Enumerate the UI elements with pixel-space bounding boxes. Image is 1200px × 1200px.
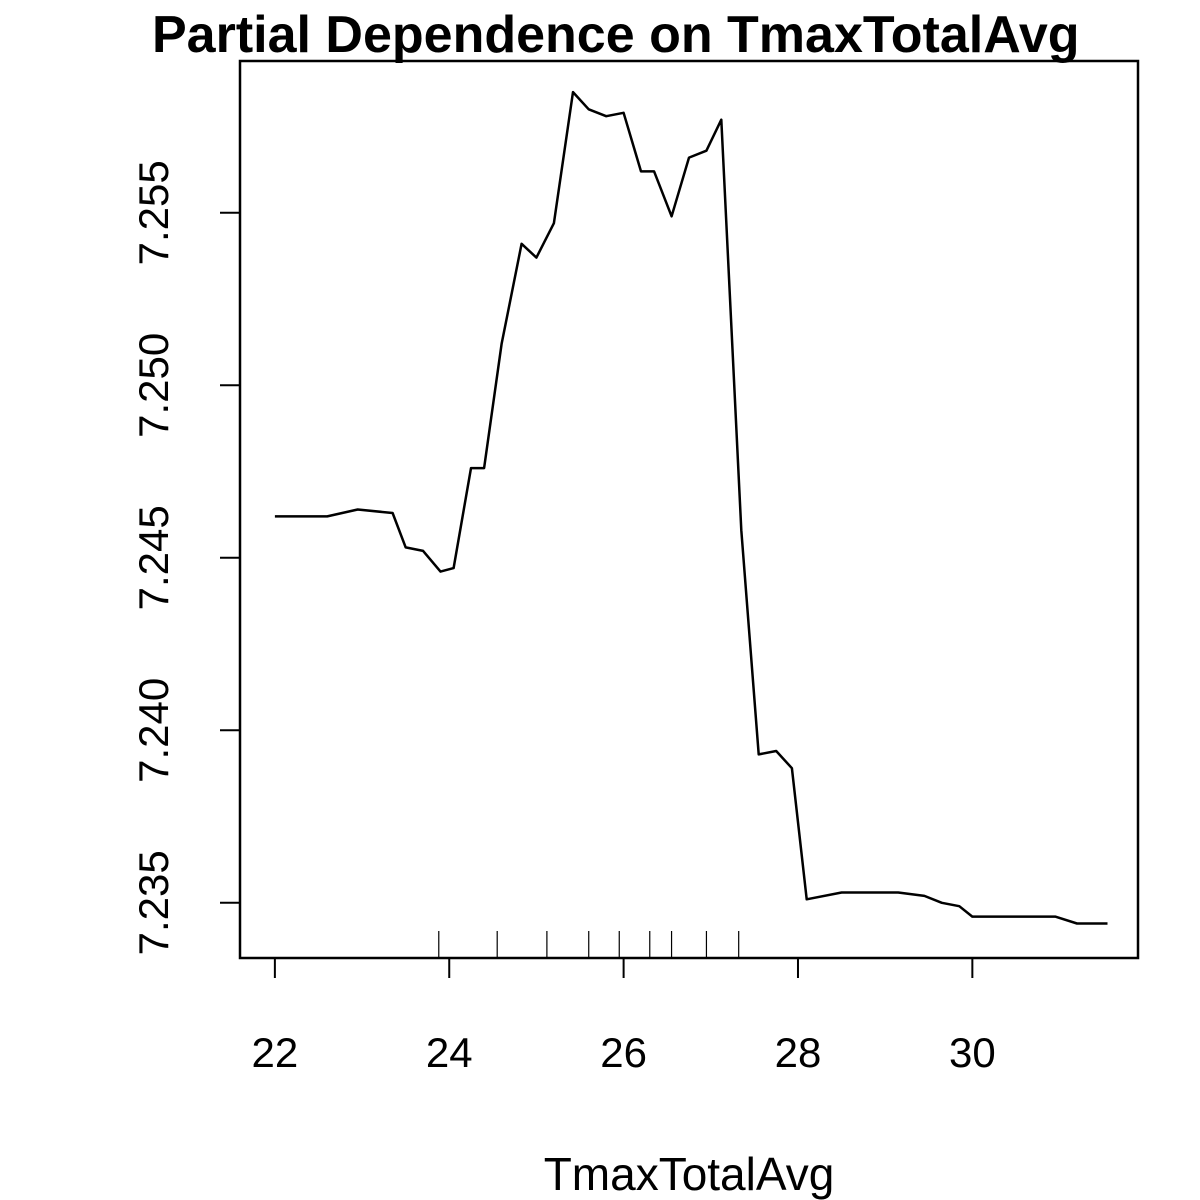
chart-title: Partial Dependence on TmaxTotalAvg [152, 6, 1080, 64]
y-tick-label: 7.240 [130, 678, 177, 783]
x-axis: 22 24 26 28 30 [252, 957, 996, 1076]
x-tick-label: 30 [949, 1029, 996, 1076]
x-tick-label: 22 [252, 1029, 299, 1076]
x-axis-label: TmaxTotalAvg [544, 1148, 835, 1200]
plot-area-frame [238, 59, 1140, 960]
y-tick-label: 7.235 [130, 850, 177, 955]
x-tick-label: 24 [426, 1029, 473, 1076]
y-tick-label: 7.250 [130, 333, 177, 438]
x-tick-label: 26 [600, 1029, 647, 1076]
rug-layer [438, 931, 740, 958]
x-tick-label: 28 [775, 1029, 822, 1076]
y-axis: 7.235 7.240 7.245 7.250 7.255 [130, 160, 241, 955]
series-line [274, 90, 1108, 925]
y-tick-label: 7.255 [130, 160, 177, 265]
series-layer [274, 90, 1108, 925]
y-tick-label: 7.245 [130, 505, 177, 610]
